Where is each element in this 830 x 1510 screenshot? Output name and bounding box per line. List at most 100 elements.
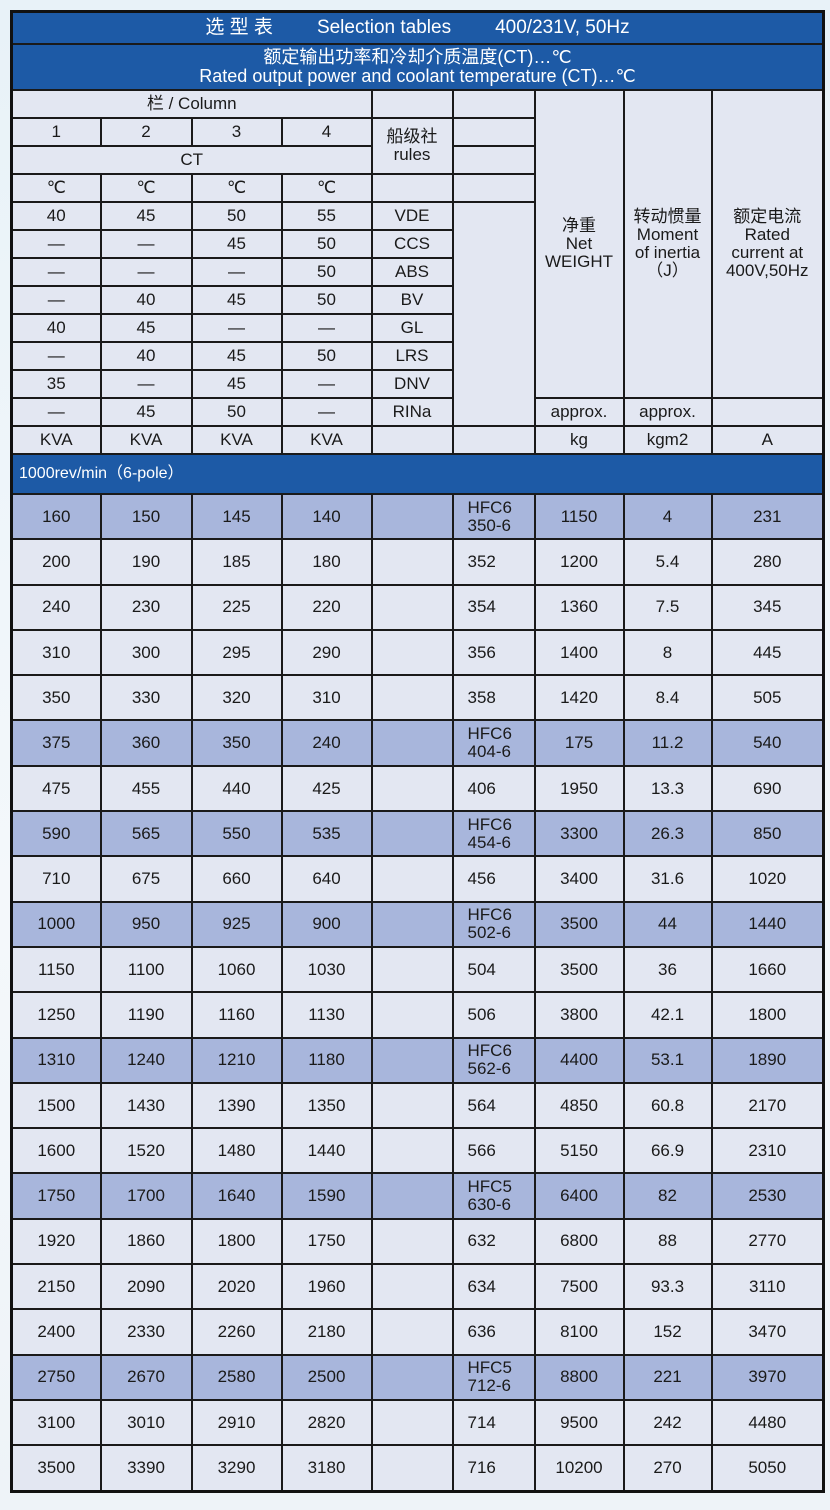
- kva-col1: 2150: [10, 1263, 102, 1311]
- table-row: 1750 1700 1640 1590 HFC5 630-6 6400 82 2530: [10, 1172, 825, 1220]
- column-number: 4: [280, 117, 373, 147]
- approx-weight: approx.: [533, 397, 625, 427]
- kva-col4: 1750: [280, 1217, 373, 1266]
- kva-col4: 2820: [280, 1398, 373, 1447]
- moment-of-inertia: 82: [622, 1172, 713, 1220]
- degree-unit: ℃: [10, 173, 102, 203]
- kva-col3: 3290: [190, 1444, 283, 1493]
- rated-current: 850: [710, 810, 825, 858]
- degree-unit: ℃: [190, 173, 283, 203]
- model: 716: [451, 1444, 536, 1493]
- ct-value: 40: [10, 201, 102, 231]
- kva-col3: 225: [190, 583, 283, 631]
- model: HFC5 712-6: [451, 1353, 536, 1401]
- model: 636: [451, 1308, 536, 1356]
- kva-col1: 1500: [10, 1081, 102, 1130]
- kva-col2: 2670: [99, 1353, 193, 1401]
- rules-cell: [370, 991, 454, 1039]
- rule-society: RINa: [370, 397, 454, 427]
- kva-col3: 145: [190, 492, 283, 541]
- kva-col1: 310: [10, 628, 102, 677]
- rated-current: 1440: [710, 900, 825, 948]
- kva-col4: 290: [280, 628, 373, 677]
- ct-value: —: [10, 341, 102, 371]
- moment-of-inertia: 5.4: [622, 538, 713, 586]
- kva-col4: 140: [280, 492, 373, 541]
- kva-col1: 240: [10, 583, 102, 631]
- ct-value: 55: [280, 201, 373, 231]
- net-weight: 6400: [533, 1172, 625, 1220]
- weight-en2: WEIGHT: [545, 251, 613, 271]
- net-weight: 4400: [533, 1036, 625, 1084]
- rules-cell: [370, 1127, 454, 1175]
- moment-of-inertia: 42.1: [622, 991, 713, 1039]
- kva-col2: 2330: [99, 1308, 193, 1356]
- unit-label: [451, 425, 536, 455]
- rated-current: 231: [710, 492, 825, 541]
- current-en2: current at: [731, 243, 804, 262]
- kva-col2: 455: [99, 764, 193, 813]
- kva-col3: 440: [190, 764, 283, 813]
- net-weight: 3500: [533, 945, 625, 994]
- ct-value: —: [99, 369, 193, 399]
- model: 354: [451, 583, 536, 631]
- moment-of-inertia: 221: [622, 1353, 713, 1401]
- kva-col4: 640: [280, 855, 373, 903]
- rules-cell: [370, 538, 454, 586]
- kva-col1: 1250: [10, 991, 102, 1039]
- moment-of-inertia: 7.5: [622, 583, 713, 631]
- table-row: 240 230 225 220 354 1360 7.5 345: [10, 583, 825, 631]
- rated-current: 2770: [710, 1217, 825, 1266]
- rules-cell: [370, 1398, 454, 1447]
- model: 714: [451, 1398, 536, 1447]
- table-row: 1920 1860 1800 1750 632 6800 88 2770: [10, 1217, 825, 1266]
- title-en: Selection tables: [316, 17, 452, 39]
- moment-of-inertia: 13.3: [622, 764, 713, 813]
- table-row: 3100 3010 2910 2820 714 9500 242 4480: [10, 1398, 825, 1447]
- kva-col1: 1310: [10, 1036, 102, 1084]
- kva-col1: 3500: [10, 1444, 102, 1493]
- table-row: 350 330 320 310 358 1420 8.4 505: [10, 674, 825, 722]
- rule-row: — —45 50 CCS: [10, 229, 824, 259]
- rated-current: 505: [710, 674, 825, 722]
- net-weight: 1150: [533, 492, 625, 541]
- kva-col2: 330: [99, 674, 193, 722]
- kva-col2: 1700: [99, 1172, 193, 1220]
- ct-value: —: [280, 369, 373, 399]
- rules-cell: [370, 1217, 454, 1266]
- model: 356: [451, 628, 536, 677]
- ct-value: 50: [280, 341, 373, 371]
- kva-col4: 2180: [280, 1308, 373, 1356]
- ct-value: 50: [280, 257, 373, 287]
- empty-cell: [451, 201, 536, 427]
- rules-cn: 船级社: [386, 127, 438, 147]
- rules-cell: [370, 1263, 454, 1311]
- table-row: 710 675 660 640 456 3400 31.6 1020: [10, 855, 825, 903]
- kva-col4: 1180: [280, 1036, 373, 1084]
- moment-of-inertia: 44: [622, 900, 713, 948]
- kva-col3: 185: [190, 538, 283, 586]
- kva-col2: 675: [99, 855, 193, 903]
- rule-row: 40 45— — GL: [10, 313, 824, 343]
- kva-col3: 2020: [190, 1263, 283, 1311]
- moment-of-inertia: 4: [622, 492, 713, 541]
- net-weight: 1400: [533, 628, 625, 677]
- empty-cell: [370, 173, 454, 203]
- kva-col1: 3100: [10, 1398, 102, 1447]
- table-row: 2150 2090 2020 1960 634 7500 93.3 3110: [10, 1263, 825, 1311]
- inertia-en3: （J）: [646, 260, 689, 280]
- kva-col1: 590: [10, 810, 102, 858]
- inertia-cn: 转动惯量: [633, 207, 702, 227]
- kva-col1: 1600: [10, 1127, 102, 1175]
- moment-of-inertia: 60.8: [622, 1081, 713, 1130]
- kva-col2: 565: [99, 810, 193, 858]
- kva-col3: 1800: [190, 1217, 283, 1266]
- current-en1: Rated: [744, 225, 790, 245]
- empty-cell: [451, 173, 536, 203]
- table-row: 475 455 440 425 406 1950 13.3 690: [10, 764, 825, 813]
- kva-col4: 900: [280, 900, 373, 948]
- model: 506: [451, 991, 536, 1039]
- ct-value: —: [99, 229, 193, 259]
- rated-current: 540: [710, 719, 825, 767]
- ct-value: —: [280, 397, 373, 427]
